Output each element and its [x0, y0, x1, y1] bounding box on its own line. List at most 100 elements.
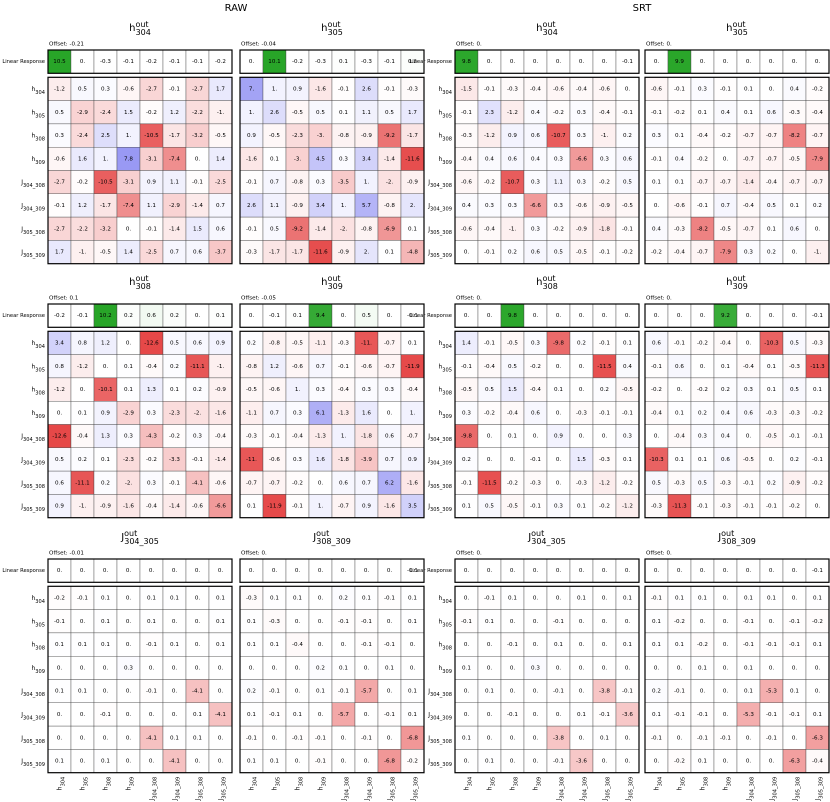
- row-label-base: h: [438, 363, 442, 370]
- row-label: J305_308: [427, 734, 452, 744]
- cell-value: 0.1: [385, 250, 394, 256]
- cell-value: 0.6: [531, 133, 540, 139]
- panel-title-sup: out: [542, 20, 555, 29]
- matrix-frame: [644, 330, 830, 519]
- row-label-base: h: [31, 155, 35, 162]
- cell-value: 0.: [556, 364, 562, 370]
- cell-value: -0.7: [384, 340, 395, 346]
- cell-value: 0.: [295, 759, 301, 765]
- cell-value: -0.2: [812, 619, 823, 625]
- cell-value: -1.4: [169, 226, 180, 232]
- cell-value: 1.3: [147, 387, 156, 393]
- cell-value: 0.: [700, 364, 706, 370]
- cell-value: -11.: [246, 457, 257, 463]
- cell-value: 0.5: [623, 180, 632, 186]
- panel-title-sub: 308_309: [316, 537, 351, 546]
- cell-value: -0.4: [146, 364, 157, 370]
- cell-value: 0.: [579, 387, 585, 393]
- cell-value: -0.5: [766, 434, 777, 440]
- row-label: Linear Response: [2, 59, 45, 65]
- cell-value: 1.5: [124, 110, 133, 116]
- cell-value: 2.5: [101, 133, 110, 139]
- cell-value: -1.: [217, 364, 225, 370]
- cell-value: 0.: [723, 595, 729, 601]
- cell-value: 0.: [700, 59, 706, 65]
- cell-value: 0.: [318, 712, 324, 718]
- cell-value: 0.5: [385, 110, 394, 116]
- row-label-sub: 309: [442, 413, 452, 419]
- cell-value: -2.9: [77, 110, 88, 116]
- cell-value: -0.2: [407, 759, 418, 765]
- cell-value: 0.1: [698, 759, 707, 765]
- cell-value: -0.5: [576, 250, 587, 256]
- cell-value: -2.9: [169, 203, 180, 209]
- cell-value: -11.1: [190, 364, 205, 370]
- cell-value: 0.: [700, 568, 706, 574]
- row-label-sub: 304: [35, 343, 45, 349]
- cell-value: -7.9: [812, 156, 823, 162]
- row-label: h304: [31, 339, 45, 349]
- row-label-base: h: [31, 594, 35, 601]
- cell-value: 0.6: [721, 457, 730, 463]
- cell-value: 0.: [556, 568, 562, 574]
- panel-title: hout 304: [129, 20, 151, 37]
- cell-value: -0.1: [292, 735, 303, 741]
- col-label-base: h: [317, 786, 324, 790]
- col-label-base: J: [363, 798, 370, 801]
- cell-value: -0.1: [484, 86, 495, 92]
- cell-value: 0.: [556, 595, 562, 601]
- col-label: J305_308: [194, 777, 204, 802]
- cell-value: 0.1: [462, 504, 471, 510]
- cell-value: 0.: [602, 619, 608, 625]
- cell-value: -1.4: [743, 180, 754, 186]
- cell-value: -0.1: [812, 568, 823, 574]
- cell-value: 0.: [654, 665, 660, 671]
- col-label: h309: [125, 777, 135, 791]
- cell-value: 0.1: [101, 642, 110, 648]
- cell-value: 0.1: [170, 387, 179, 393]
- cell-value: -1.: [814, 250, 822, 256]
- cell-value: -7.4: [169, 156, 180, 162]
- row-label-sub: 308: [442, 390, 452, 396]
- col-label: h305: [271, 777, 281, 791]
- cell-value: -0.2: [674, 110, 685, 116]
- cell-value: 0.1: [652, 619, 661, 625]
- cell-value: 0.: [700, 619, 706, 625]
- cell-value: 0.5: [508, 364, 517, 370]
- row-label-sub: 305_308: [430, 229, 452, 235]
- cell-value: -3.8: [599, 689, 610, 695]
- cell-value: -0.1: [246, 735, 257, 741]
- cell-value: 1.1: [170, 180, 179, 186]
- cell-value: -0.6: [651, 86, 662, 92]
- cell-value: 0.: [533, 59, 539, 65]
- cell-value: -0.5: [622, 203, 633, 209]
- cell-value: -0.1: [789, 712, 800, 718]
- cell-value: -1.8: [338, 457, 349, 463]
- cell-value: 0.: [602, 665, 608, 671]
- cell-value: 0.: [654, 313, 660, 319]
- cell-value: 0.1: [675, 642, 684, 648]
- cell-value: -0.2: [651, 250, 662, 256]
- cell-value: 0.5: [767, 203, 776, 209]
- cell-value: 0.1: [790, 689, 799, 695]
- cell-value: -0.1: [720, 86, 731, 92]
- cell-value: 0.: [510, 568, 516, 574]
- cell-value: 0.: [341, 759, 347, 765]
- cell-value: 9.8: [462, 59, 471, 65]
- cell-value: -1.2: [622, 504, 633, 510]
- cell-value: 0.: [556, 59, 562, 65]
- panel-title-sub: 305: [328, 28, 343, 37]
- row-label-base: h: [31, 85, 35, 92]
- cell-value: 0.: [769, 759, 775, 765]
- cell-value: 0.: [80, 665, 86, 671]
- panel-title-sub: 309: [733, 282, 748, 291]
- cell-value: 0.: [723, 642, 729, 648]
- cell-value: 0.: [769, 457, 775, 463]
- cell-value: -8.2: [697, 226, 708, 232]
- cell-value: -0.3: [338, 340, 349, 346]
- cell-value: 0.: [769, 568, 775, 574]
- cell-value: -1.2: [484, 133, 495, 139]
- cell-value: -0.2: [697, 642, 708, 648]
- panel-title-base: J: [717, 532, 721, 543]
- cell-value: -0.5: [743, 457, 754, 463]
